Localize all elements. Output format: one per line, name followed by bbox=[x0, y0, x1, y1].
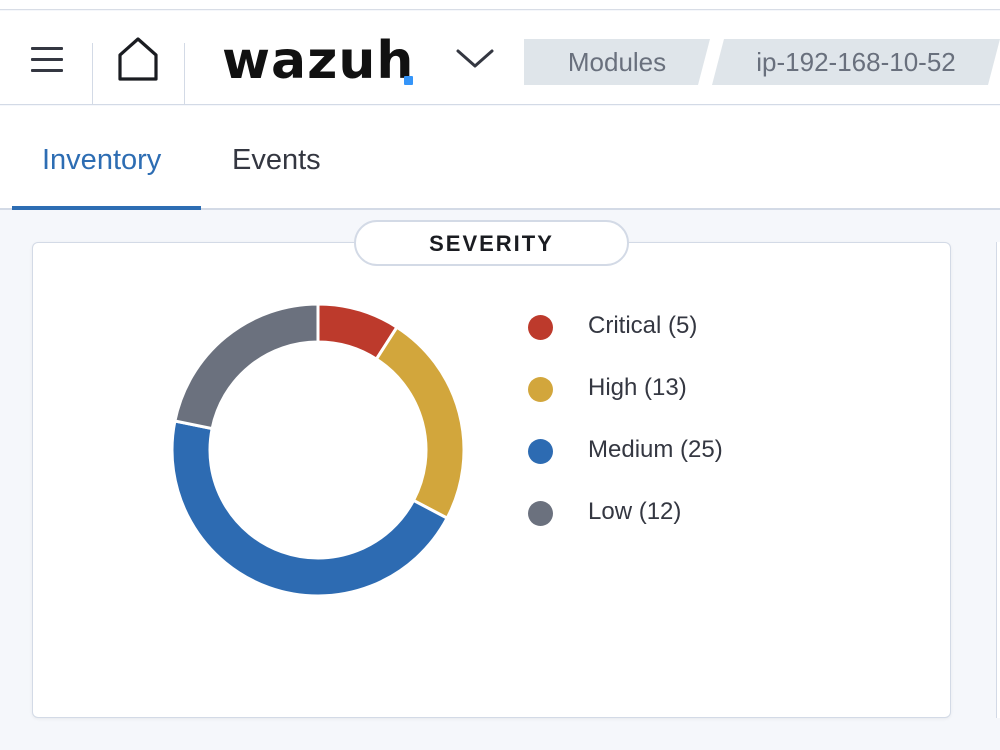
tab-bar: Inventory Events bbox=[0, 106, 1000, 210]
chevron-down-icon bbox=[456, 49, 494, 68]
donut-slice-medium[interactable] bbox=[170, 419, 450, 598]
home-icon bbox=[118, 37, 158, 81]
donut-slice-high[interactable] bbox=[374, 325, 466, 521]
severity-panel-title: SEVERITY bbox=[354, 220, 629, 266]
active-tab-indicator bbox=[12, 206, 201, 210]
menu-button[interactable] bbox=[22, 39, 70, 79]
legend-label-medium: Medium (25) bbox=[588, 436, 723, 463]
logo-dot bbox=[404, 76, 413, 85]
menu-icon-bar-3 bbox=[31, 69, 63, 72]
legend-label-high: High (13) bbox=[588, 374, 687, 401]
top-border bbox=[0, 0, 1000, 10]
severity-donut-chart bbox=[170, 302, 466, 598]
app-switcher-button[interactable] bbox=[452, 41, 498, 75]
header-divider bbox=[92, 43, 93, 105]
menu-icon-bar-1 bbox=[31, 47, 63, 50]
legend-dot-low bbox=[528, 501, 553, 526]
breadcrumb-agent[interactable]: ip-192-168-10-52 bbox=[712, 39, 1000, 85]
home-button[interactable] bbox=[108, 33, 168, 87]
legend-dot-critical bbox=[528, 315, 553, 340]
tab-events[interactable]: Events bbox=[232, 144, 321, 176]
menu-icon-bar-2 bbox=[31, 58, 63, 61]
legend-dot-medium bbox=[528, 439, 553, 464]
header-divider bbox=[184, 43, 185, 105]
breadcrumb-modules[interactable]: Modules bbox=[524, 39, 710, 85]
legend-label-low: Low (12) bbox=[588, 498, 682, 525]
tab-inventory[interactable]: Inventory bbox=[42, 144, 162, 176]
legend-dot-high bbox=[528, 377, 553, 402]
legend-label-critical: Critical (5) bbox=[588, 312, 698, 339]
donut-slice-low[interactable] bbox=[173, 302, 320, 431]
top-header: wazuh Modules ip-192-168-10-52 bbox=[0, 11, 1000, 105]
wazuh-logo[interactable]: wazuh bbox=[222, 31, 415, 91]
adjacent-panel-edge bbox=[996, 242, 1000, 718]
